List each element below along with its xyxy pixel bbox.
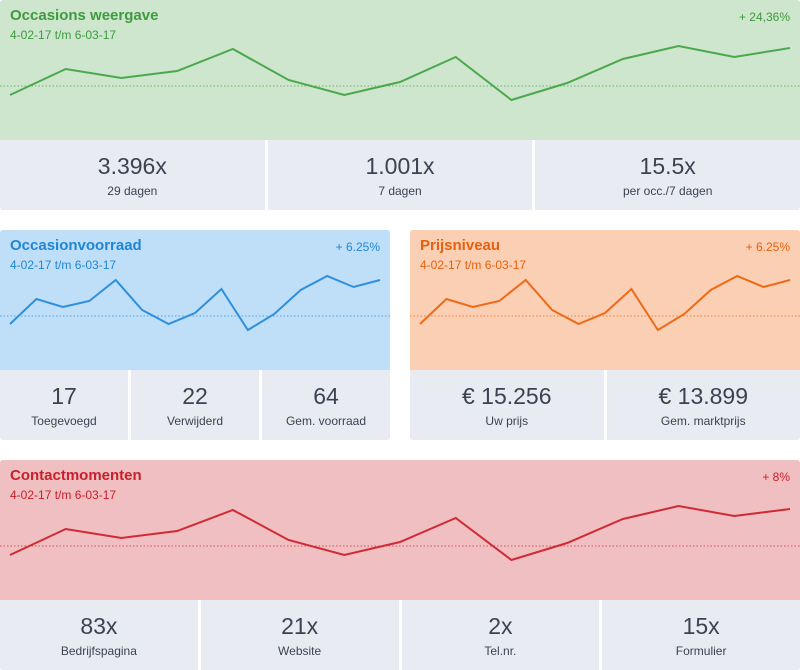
stat-value: 2x — [488, 613, 513, 639]
card-title: Occasionvoorraad — [10, 237, 142, 254]
stat-label: 29 dagen — [107, 184, 158, 198]
stats-row: € 15.256 Uw prijs € 13.899 Gem. marktpri… — [410, 370, 800, 440]
stat-value: 83x — [80, 613, 118, 639]
stat-label: Formulier — [675, 644, 727, 658]
stat-label: Uw prijs — [485, 414, 529, 428]
sparkline-chart — [410, 274, 800, 332]
stat-label: Verwijderd — [166, 414, 224, 428]
stat-per-occ: 15.5x per occ./7 dagen — [535, 140, 800, 210]
stat-verwijderd: 22 Verwijderd — [131, 370, 259, 440]
stats-row: 17 Toegevoegd 22 Verwijderd 64 Gem. voor… — [0, 370, 390, 440]
series-line — [9, 44, 791, 102]
stat-uw-prijs: € 15.256 Uw prijs — [410, 370, 604, 440]
sparkline-chart — [0, 274, 390, 332]
chart-area: Occasionvoorraad 4-02-17 t/m 6-03-17 + 6… — [0, 230, 390, 370]
card-period: 4-02-17 t/m 6-03-17 — [10, 258, 117, 272]
stat-gem-voorraad: 64 Gem. voorraad — [262, 370, 390, 440]
stat-label: 7 dagen — [378, 184, 422, 198]
stat-label: Bedrijfspagina — [60, 644, 137, 658]
stat-telnr: 2x Tel.nr. — [401, 600, 600, 670]
card-title: Occasions weergave — [10, 7, 159, 24]
stat-website: 21x Website — [200, 600, 399, 670]
card-period: 4-02-17 t/m 6-03-17 — [10, 488, 117, 502]
card-title: Prijsniveau — [420, 237, 501, 254]
card-title: Contactmomenten — [10, 467, 142, 484]
card-period: 4-02-17 t/m 6-03-17 — [10, 28, 117, 42]
card-prijsniveau: Prijsniveau 4-02-17 t/m 6-03-17 + 6.25% … — [410, 230, 800, 440]
stat-formulier: 15x Formulier — [602, 600, 800, 670]
stat-7-dagen: 1.001x 7 dagen — [267, 140, 533, 210]
stat-value: 15.5x — [639, 153, 696, 179]
stat-label: Website — [278, 644, 322, 658]
series-line — [9, 504, 791, 562]
chart-area: Occasions weergave 4-02-17 t/m 6-03-17 +… — [0, 0, 800, 140]
stat-label: Toegevoegd — [31, 414, 97, 428]
stat-toegevoegd: 17 Toegevoegd — [0, 370, 128, 440]
stat-bedrijfspagina: 83x Bedrijfspagina — [0, 600, 198, 670]
stat-value: 1.001x — [365, 153, 435, 179]
sparkline-chart — [0, 44, 800, 102]
card-period: 4-02-17 t/m 6-03-17 — [420, 258, 527, 272]
stat-label: Gem. marktprijs — [660, 414, 746, 428]
card-occasionvoorraad: Occasionvoorraad 4-02-17 t/m 6-03-17 + 6… — [0, 230, 390, 440]
stat-value: € 15.256 — [461, 383, 552, 409]
chart-area: Prijsniveau 4-02-17 t/m 6-03-17 + 6.25% — [410, 230, 800, 370]
stat-value: 64 — [313, 383, 339, 409]
stats-row: 3.396x 29 dagen 1.001x 7 dagen 15.5x per… — [0, 140, 800, 210]
stat-value: 3.396x — [97, 153, 167, 179]
stat-label: Tel.nr. — [484, 644, 517, 658]
stat-value: 22 — [182, 383, 208, 409]
card-occasions-weergave: Occasions weergave 4-02-17 t/m 6-03-17 +… — [0, 0, 800, 210]
card-contactmomenten: Contactmomenten 4-02-17 t/m 6-03-17 + 8%… — [0, 460, 800, 670]
chart-area: Contactmomenten 4-02-17 t/m 6-03-17 + 8% — [0, 460, 800, 600]
stat-value: 17 — [51, 383, 77, 409]
stat-label: Gem. voorraad — [285, 414, 367, 428]
card-change: + 24,36% — [738, 10, 790, 24]
stat-value: 15x — [682, 613, 720, 639]
stat-gem-marktprijs: € 13.899 Gem. marktprijs — [606, 370, 800, 440]
card-change: + 8% — [762, 470, 790, 484]
stats-row: 83x Bedrijfspagina 21x Website 2x Tel.nr… — [0, 600, 800, 670]
card-change: + 6.25% — [335, 240, 380, 254]
stat-label: per occ./7 dagen — [622, 184, 713, 198]
stat-29-dagen: 3.396x 29 dagen — [0, 140, 265, 210]
sparkline-chart — [0, 504, 800, 562]
stat-value: 21x — [281, 613, 319, 639]
card-change: + 6.25% — [745, 240, 790, 254]
series-line — [419, 274, 791, 332]
stat-value: € 13.899 — [658, 383, 749, 409]
series-line — [9, 274, 381, 332]
